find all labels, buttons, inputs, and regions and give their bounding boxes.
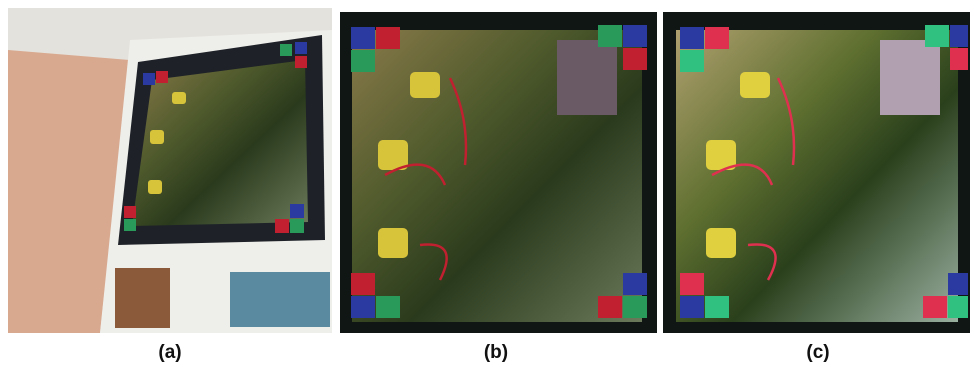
marker (623, 48, 647, 70)
panel-label: (b) (484, 342, 508, 363)
marker (295, 42, 307, 54)
marker (598, 25, 622, 47)
icon (172, 92, 186, 104)
marker (124, 219, 136, 231)
marker (351, 296, 375, 318)
marker (950, 48, 968, 70)
marker (275, 219, 289, 233)
marker (680, 273, 704, 295)
icon (378, 140, 408, 170)
panel-label: (c) (806, 342, 829, 363)
marker (124, 206, 136, 218)
panel-c (663, 12, 970, 333)
marker (705, 27, 729, 49)
marker (923, 296, 947, 318)
marker (705, 296, 729, 318)
marker (351, 273, 375, 295)
marker (950, 25, 968, 47)
marker (680, 27, 704, 49)
marker (290, 204, 304, 218)
photo-thumbnail (115, 268, 170, 328)
icon (150, 130, 164, 144)
marker (680, 296, 704, 318)
icon (148, 180, 162, 194)
icon (740, 72, 770, 98)
icon (378, 228, 408, 258)
marker (376, 27, 400, 49)
marker (948, 296, 968, 318)
overlay-patch (880, 40, 940, 115)
marker (351, 27, 375, 49)
figure: (a) (b) (c) (0, 0, 974, 367)
icon (410, 72, 440, 98)
panel-a (8, 8, 332, 333)
marker (280, 44, 292, 56)
marker (295, 56, 307, 68)
marker (351, 50, 375, 72)
panel-b (340, 12, 657, 333)
marker (156, 71, 168, 83)
panel-label: (a) (158, 342, 181, 363)
overlay-patch (557, 40, 617, 115)
marker (680, 50, 704, 72)
marker (623, 296, 647, 318)
marker (925, 25, 949, 47)
marker (290, 219, 304, 233)
photo-thumbnail (230, 272, 330, 327)
marker (376, 296, 400, 318)
marker (623, 273, 647, 295)
marker (623, 25, 647, 47)
icon (706, 228, 736, 258)
marker (948, 273, 968, 295)
marker (143, 73, 155, 85)
marker (598, 296, 622, 318)
